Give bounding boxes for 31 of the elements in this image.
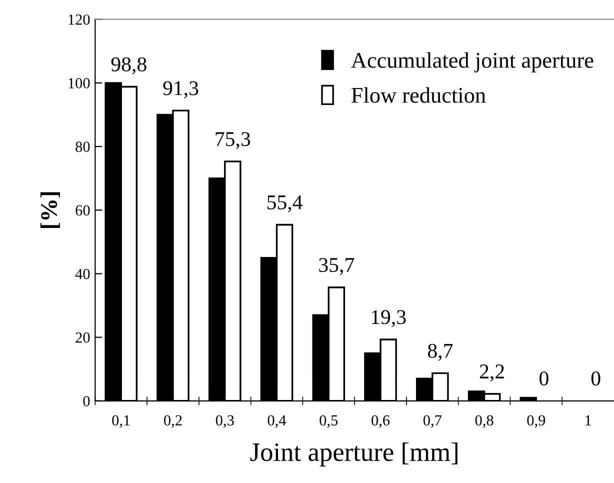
x-tick-label: 0,7 (423, 415, 442, 428)
y-tick-label: 20 (76, 332, 90, 343)
data-label: 91,3 (163, 81, 198, 98)
data-label: 75,3 (216, 132, 250, 150)
data-label: 0 (540, 371, 548, 386)
x-tick-label: 0,9 (527, 415, 546, 428)
x-tick-label: 0,5 (320, 415, 338, 428)
y-tick-label: 0 (83, 396, 90, 406)
y-axis-title: [%] (40, 192, 60, 228)
x-tick-label: 0,4 (268, 415, 286, 428)
y-tick-label: 120 (68, 14, 90, 25)
x-tick-label: 0,6 (372, 415, 390, 428)
data-label: 0 (591, 371, 600, 386)
data-label: 2,2 (480, 364, 504, 382)
x-tick-label: 0,2 (164, 415, 182, 428)
y-tick-label: 80 (76, 142, 90, 152)
legend-label: Accumulated joint aperture (351, 52, 594, 72)
data-label: 98,8 (111, 57, 146, 74)
legend-label: Flow reduction (352, 87, 486, 103)
y-tick-label: 60 (76, 205, 90, 216)
y-tick-label: 100 (68, 78, 90, 88)
data-label: 8,7 (428, 344, 453, 361)
x-tick-label: 0,3 (216, 415, 234, 428)
y-tick-label: 40 (75, 268, 90, 280)
x-axis-title: Joint aperture [mm] (250, 442, 458, 466)
data-label: 19,3 (372, 310, 406, 328)
data-label: 55,4 (268, 195, 302, 212)
x-tick-label: 1 (586, 415, 591, 426)
x-tick-label: 0,1 (112, 415, 130, 428)
x-tick-label: 0,8 (475, 415, 494, 428)
data-label: 35,7 (319, 258, 354, 276)
